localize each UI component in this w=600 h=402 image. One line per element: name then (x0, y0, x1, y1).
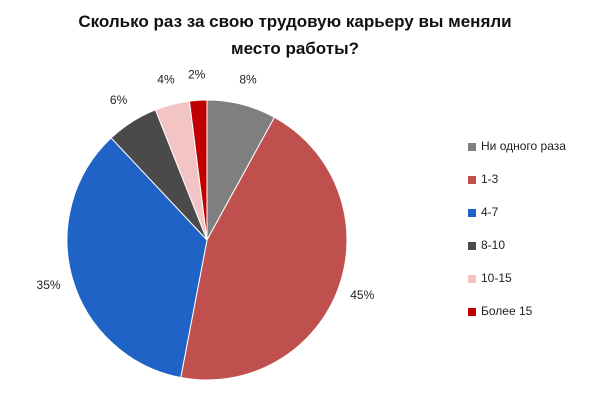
pie-slice (180, 116, 348, 381)
data-label: 35% (37, 278, 61, 292)
legend-label: 1-3 (481, 172, 499, 186)
data-label: 4% (157, 72, 175, 86)
data-label: 8% (239, 72, 257, 86)
legend-label: 4-7 (481, 205, 499, 219)
data-label: 6% (110, 93, 128, 107)
legend-swatch (468, 242, 476, 250)
pie-slice (188, 99, 208, 241)
legend-label: 10-15 (481, 271, 512, 285)
legend-swatch (468, 308, 476, 316)
data-label: 45% (350, 288, 374, 302)
legend-swatch (468, 143, 476, 151)
legend-swatch (468, 275, 476, 283)
chart-title: Сколько раз за свою трудовую карьеру вы … (78, 12, 512, 58)
legend-swatch (468, 209, 476, 217)
pie-slice (66, 137, 208, 379)
legend-label: 8-10 (481, 238, 505, 252)
data-label: 2% (188, 67, 206, 81)
legend-label: Более 15 (481, 304, 533, 318)
legend-label: Ни одного раза (481, 139, 566, 153)
legend-swatch (468, 176, 476, 184)
